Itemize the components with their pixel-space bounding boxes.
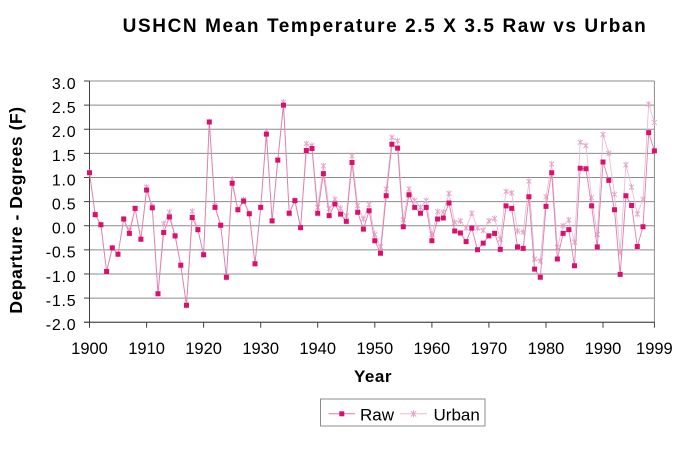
svg-text:1960: 1960 xyxy=(414,340,451,358)
svg-text:1.0: 1.0 xyxy=(52,172,77,189)
svg-text:1910: 1910 xyxy=(128,340,165,358)
svg-text:-1.0: -1.0 xyxy=(46,269,77,286)
svg-text:2.0: 2.0 xyxy=(52,124,77,141)
svg-text:0.0: 0.0 xyxy=(52,221,77,238)
svg-text:1920: 1920 xyxy=(185,340,222,358)
svg-text:1930: 1930 xyxy=(242,340,279,358)
svg-text:1.5: 1.5 xyxy=(52,148,77,165)
svg-text:1950: 1950 xyxy=(356,340,393,358)
svg-text:Year: Year xyxy=(354,367,392,386)
svg-text:-2.0: -2.0 xyxy=(46,317,77,334)
svg-text:3.0: 3.0 xyxy=(52,76,77,93)
svg-text:0.5: 0.5 xyxy=(52,196,77,213)
svg-text:1980: 1980 xyxy=(528,340,565,358)
svg-text:1990: 1990 xyxy=(585,340,622,358)
svg-text:1999: 1999 xyxy=(636,340,673,358)
svg-text:Departure - Degrees (F): Departure - Degrees (F) xyxy=(6,106,26,313)
svg-text:-1.5: -1.5 xyxy=(46,293,77,310)
svg-text:-0.5: -0.5 xyxy=(46,245,77,262)
svg-text:1940: 1940 xyxy=(299,340,336,358)
svg-text:1970: 1970 xyxy=(471,340,508,358)
svg-text:2.5: 2.5 xyxy=(52,100,77,117)
svg-text:Urban: Urban xyxy=(434,406,480,425)
svg-text:Raw: Raw xyxy=(360,406,395,425)
svg-text:USHCN Mean Temperature 2.5 X 3: USHCN Mean Temperature 2.5 X 3.5 Raw vs … xyxy=(123,16,648,37)
svg-text:1900: 1900 xyxy=(71,340,108,358)
